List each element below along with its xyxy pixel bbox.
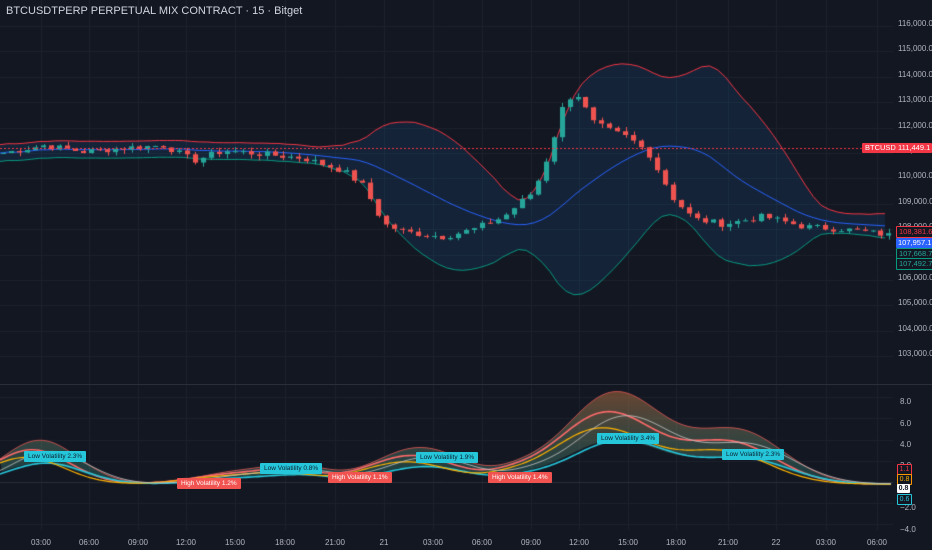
time-tick: 21 bbox=[379, 538, 389, 547]
time-tick: 21:00 bbox=[717, 538, 739, 547]
time-tick: 06:00 bbox=[866, 538, 888, 547]
time-tick: 21:00 bbox=[324, 538, 346, 547]
time-tick: 18:00 bbox=[665, 538, 687, 547]
middle-band-tag: 107,957.1 bbox=[896, 238, 932, 248]
price-tick: 109,000.0 bbox=[898, 196, 932, 206]
chart-title: BTCUSDTPERP PERPETUAL MIX CONTRACT · 15 … bbox=[6, 5, 303, 17]
time-tick: 09:00 bbox=[127, 538, 149, 547]
price-tick: 112,000.0 bbox=[898, 120, 932, 130]
price-tick: 110,000.0 bbox=[898, 171, 932, 181]
close-band-tag: 107,492.7 bbox=[896, 258, 932, 270]
time-tick: 15:00 bbox=[224, 538, 246, 547]
time-tick: 06:00 bbox=[78, 538, 100, 547]
signal-label: High Volatility 1.1% bbox=[328, 472, 392, 483]
price-tick: 105,000.0 bbox=[898, 298, 932, 308]
signal-label: High Volatility 1.2% bbox=[177, 478, 241, 489]
price-tick: 103,000.0 bbox=[898, 349, 932, 359]
time-tick: 22 bbox=[771, 538, 781, 547]
osc-tick: 6.0 bbox=[900, 419, 912, 428]
time-tick: 18:00 bbox=[274, 538, 296, 547]
pane-separator[interactable] bbox=[0, 384, 932, 385]
osc-tick: −2.0 bbox=[900, 503, 916, 512]
time-tick: 15:00 bbox=[617, 538, 639, 547]
time-tick: 12:00 bbox=[175, 538, 197, 547]
upper-band-tag: 108,381.6 bbox=[896, 226, 932, 238]
price-tick: 115,000.0 bbox=[898, 44, 932, 54]
time-tick: 06:00 bbox=[471, 538, 493, 547]
osc-tag-white: 0.8 bbox=[897, 484, 910, 493]
signal-label: High Volatility 1.4% bbox=[488, 472, 552, 483]
symbol-tag: BTCUSDT.P bbox=[862, 143, 910, 153]
time-tick: 03:00 bbox=[422, 538, 444, 547]
last-price-tag: 111,449.1 bbox=[896, 143, 932, 153]
time-tick: 03:00 bbox=[815, 538, 837, 547]
osc-tick: 4.0 bbox=[900, 440, 912, 449]
signal-label: Low Volatility 2.3% bbox=[722, 449, 785, 460]
price-tick: 113,000.0 bbox=[898, 95, 932, 105]
time-tick: 12:00 bbox=[568, 538, 590, 547]
price-tick: 116,000.0 bbox=[898, 19, 932, 28]
time-tick: 09:00 bbox=[520, 538, 542, 547]
signal-label: Low Volatility 1.9% bbox=[416, 452, 479, 463]
price-tick: 114,000.0 bbox=[898, 69, 932, 79]
osc-tick: 8.0 bbox=[900, 397, 912, 406]
osc-tick: −4.0 bbox=[900, 525, 916, 534]
osc-tag-cyan: 0.6 bbox=[897, 494, 912, 505]
signal-label: Low Volatility 2.3% bbox=[24, 451, 87, 462]
price-tick: 106,000.0 bbox=[898, 273, 932, 282]
signal-label: Low Volatility 0.8% bbox=[260, 463, 323, 474]
price-tick: 104,000.0 bbox=[898, 323, 932, 333]
time-tick: 03:00 bbox=[30, 538, 52, 547]
signal-label: Low Volatility 3.4% bbox=[597, 433, 660, 444]
